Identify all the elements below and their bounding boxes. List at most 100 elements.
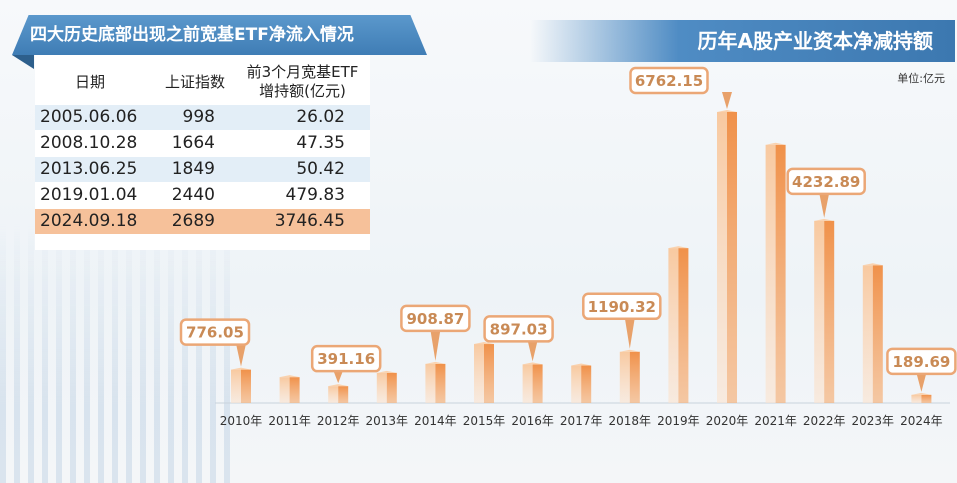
callout-box bbox=[886, 347, 957, 376]
bar-side bbox=[289, 377, 300, 403]
callout-box bbox=[310, 344, 382, 373]
bar-cap bbox=[911, 392, 932, 395]
cell-index: 2440 bbox=[171, 185, 215, 205]
bar-face bbox=[474, 344, 484, 403]
unit-label: 单位:亿元 bbox=[897, 72, 945, 85]
callout-pointer bbox=[236, 343, 246, 367]
bar-cap bbox=[619, 349, 640, 352]
cell-date: 2019.01.04 bbox=[40, 185, 138, 205]
bar-face bbox=[425, 363, 436, 403]
callout-box bbox=[786, 167, 866, 196]
data-label-text: 897.03 bbox=[490, 320, 548, 338]
bar-face bbox=[328, 386, 339, 403]
callout-box bbox=[400, 304, 471, 333]
bar-side bbox=[338, 386, 349, 403]
data-label: 6762.15 bbox=[629, 66, 732, 109]
data-label-text: 1190.32 bbox=[588, 298, 656, 316]
x-tick-label: 2017年 bbox=[560, 414, 603, 428]
header-etf: 前3个月宽基ETF 增持额(亿元) bbox=[235, 63, 370, 101]
x-tick-label: 2023年 bbox=[852, 414, 895, 428]
bar-face bbox=[765, 144, 776, 403]
callout-pointer bbox=[819, 192, 830, 218]
bar-2017年 bbox=[571, 363, 592, 403]
bar-side bbox=[872, 265, 883, 403]
x-tick-label: 2022年 bbox=[803, 414, 846, 428]
table-header: 日期 上证指数 前3个月宽基ETF 增持额(亿元) bbox=[35, 63, 370, 107]
callout-pointer bbox=[430, 329, 441, 361]
bar-2018年 bbox=[619, 349, 640, 403]
table-row: 2008.10.28 1664 47.35 bbox=[35, 131, 370, 156]
data-label-text: 6762.15 bbox=[635, 72, 703, 90]
header-etf-line1: 前3个月宽基ETF bbox=[246, 63, 359, 81]
data-label: 908.87 bbox=[400, 304, 471, 361]
data-label: 4232.89 bbox=[786, 167, 866, 218]
bar-cap bbox=[717, 110, 737, 112]
bar-side bbox=[629, 351, 640, 403]
bar-cap bbox=[376, 370, 397, 373]
bar-2024年 bbox=[911, 392, 932, 403]
chart-title: 历年A股产业资本净减持额 bbox=[530, 20, 955, 62]
bar-cap bbox=[279, 375, 300, 378]
data-label-text: 189.69 bbox=[892, 353, 950, 371]
x-tick-label: 2012年 bbox=[317, 414, 360, 428]
bar-side bbox=[532, 364, 543, 403]
data-label-text: 776.05 bbox=[186, 324, 244, 342]
callout-pointer bbox=[333, 370, 344, 384]
callout-box bbox=[629, 66, 709, 95]
bar-face bbox=[522, 364, 533, 403]
table-row: 2019.01.04 2440 479.83 bbox=[35, 183, 370, 208]
banner-fold bbox=[12, 55, 34, 69]
bar-side bbox=[775, 144, 786, 403]
table-row: 2005.06.06 998 26.02 bbox=[35, 105, 370, 130]
x-tick-label: 2019年 bbox=[657, 414, 700, 428]
bar-2010年 bbox=[231, 367, 251, 403]
cell-index: 1664 bbox=[171, 133, 215, 153]
x-tick-label: 2014年 bbox=[414, 414, 457, 428]
bar-2019年 bbox=[668, 246, 689, 403]
x-tick-label: 2016年 bbox=[511, 414, 554, 428]
bar-2020年 bbox=[717, 110, 737, 403]
data-label: 897.03 bbox=[483, 315, 554, 362]
x-tick-label: 2020年 bbox=[706, 414, 749, 428]
bar-face bbox=[911, 394, 922, 403]
cell-etf: 26.02 bbox=[296, 107, 345, 127]
callout-pointer bbox=[527, 340, 538, 362]
x-tick-label: 2010年 bbox=[220, 414, 263, 428]
table-row: 2024.09.18 2689 3746.45 bbox=[35, 209, 370, 234]
callout-box bbox=[582, 292, 662, 321]
cell-date: 2013.06.25 bbox=[40, 159, 138, 179]
x-tick-label: 2018年 bbox=[609, 414, 652, 428]
cell-etf: 50.42 bbox=[296, 159, 345, 179]
bar-cap bbox=[668, 246, 689, 249]
bar-cap bbox=[328, 384, 349, 387]
data-label: 776.05 bbox=[179, 318, 251, 367]
x-tick-label: 2013年 bbox=[366, 414, 409, 428]
cell-index: 2689 bbox=[171, 211, 215, 231]
bar-2015年 bbox=[474, 342, 494, 403]
bar-face bbox=[571, 365, 582, 403]
bar-cap bbox=[474, 342, 494, 345]
x-tick-label: 2011年 bbox=[268, 414, 311, 428]
bar-2016年 bbox=[522, 362, 543, 403]
data-label: 189.69 bbox=[886, 347, 957, 392]
cell-etf: 479.83 bbox=[285, 185, 345, 205]
bar-cap bbox=[231, 367, 251, 370]
x-tick-label: 2024年 bbox=[900, 414, 943, 428]
cell-date: 2024.09.18 bbox=[40, 211, 138, 231]
table-row: 2013.06.25 1849 50.42 bbox=[35, 157, 370, 182]
bar-cap bbox=[814, 218, 835, 221]
header-date: 日期 bbox=[74, 73, 105, 91]
bar-side bbox=[435, 363, 446, 403]
cell-date: 2008.10.28 bbox=[40, 133, 138, 153]
bar-side bbox=[241, 369, 251, 403]
bar-side bbox=[824, 220, 835, 403]
table-title: 四大历史底部出现之前宽基ETF净流入情况 bbox=[12, 15, 427, 55]
bar-cap bbox=[862, 263, 883, 266]
data-label-text: 4232.89 bbox=[792, 173, 860, 191]
cell-index: 998 bbox=[182, 107, 215, 127]
data-label: 391.16 bbox=[310, 344, 382, 384]
bar-side bbox=[678, 248, 689, 403]
bar-side bbox=[386, 372, 397, 403]
bar-cap bbox=[425, 361, 446, 364]
bar-cap bbox=[765, 142, 786, 145]
